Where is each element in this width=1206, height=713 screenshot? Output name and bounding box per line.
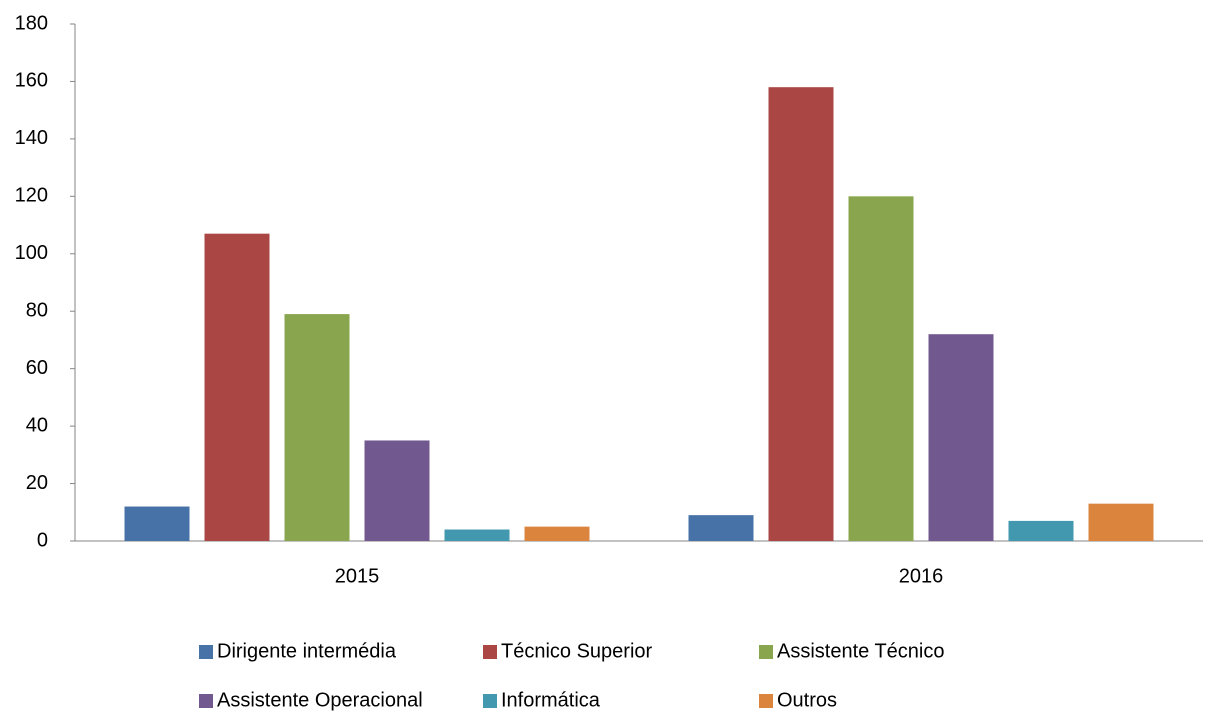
bar: [124, 506, 190, 541]
legend-label: Dirigente intermédia: [217, 640, 397, 662]
legend-swatch: [483, 645, 497, 659]
legend-label: Assistente Técnico: [777, 640, 945, 662]
x-tick-label: 2015: [335, 565, 380, 587]
y-tick-label: 180: [15, 12, 48, 34]
legend-swatch: [759, 645, 773, 659]
legend-swatch: [199, 694, 213, 708]
legend-label: Assistente Operacional: [217, 689, 423, 711]
legend-swatch: [199, 645, 213, 659]
legend-label: Outros: [777, 689, 837, 711]
bar: [848, 196, 914, 542]
bar: [1088, 503, 1154, 541]
y-tick-label: 40: [26, 414, 48, 436]
legend-swatch: [759, 694, 773, 708]
y-tick-label: 160: [15, 70, 48, 92]
bar: [364, 440, 430, 541]
bar: [688, 515, 754, 541]
y-tick-label: 0: [37, 529, 48, 551]
legend-label: Técnico Superior: [501, 640, 653, 662]
bar: [768, 87, 834, 541]
bar: [444, 529, 510, 541]
y-tick-label: 120: [15, 185, 48, 207]
bar: [928, 334, 994, 541]
legend-label: Informática: [501, 689, 601, 711]
y-tick-label: 140: [15, 127, 48, 149]
y-tick-label: 100: [15, 242, 48, 264]
y-tick-label: 20: [26, 472, 48, 494]
bar: [1008, 520, 1074, 541]
legend-swatch: [483, 694, 497, 708]
bar: [204, 233, 270, 541]
y-tick-label: 60: [26, 357, 48, 379]
bar: [524, 526, 590, 541]
bar: [284, 314, 350, 541]
y-tick-label: 80: [26, 300, 48, 322]
x-tick-label: 2016: [899, 565, 944, 587]
